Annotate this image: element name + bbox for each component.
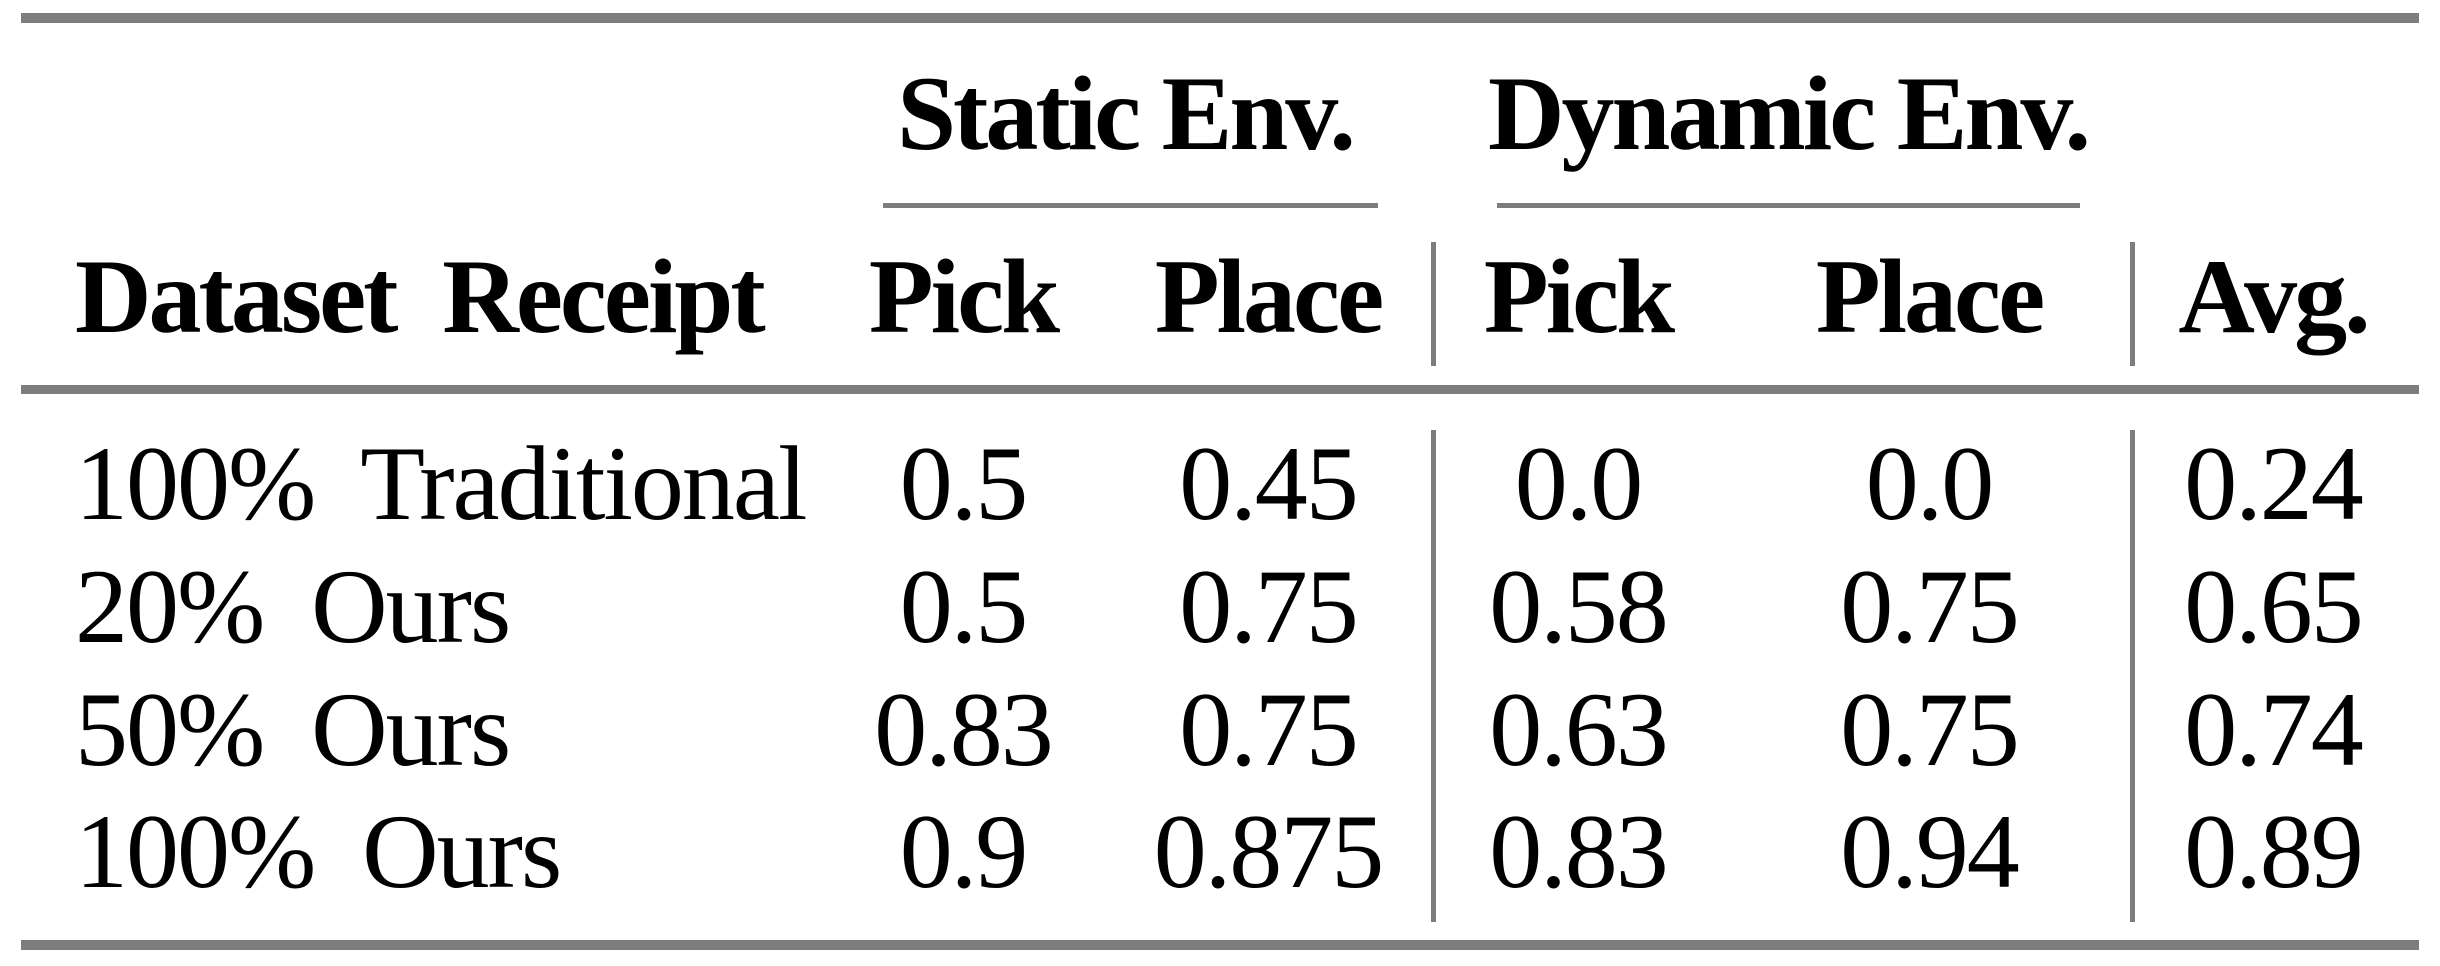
table-cell: 0.75 [1840,671,2019,788]
col-header-static-place: Place [1154,238,1384,355]
top-rule [21,13,2419,23]
table-cell: 0.65 [2184,548,2363,665]
table-cell: 0.24 [2184,425,2363,542]
static-env-cmidrule [883,203,1378,208]
table-cell: 0.75 [1179,548,1358,665]
col-header-dataset-receipt: Dataset Receipt [75,238,766,355]
vertical-separator-1-header [1431,242,1436,366]
group-header-static-env: Static Env. [897,55,1356,172]
group-header-dynamic-env: Dynamic Env. [1487,55,2091,172]
row-label: 20% Ours [75,548,511,665]
table-cell: 0.9 [899,793,1028,910]
table-cell: 0.83 [1489,793,1668,910]
table-cell: 0.58 [1489,548,1668,665]
row-label: 50% Ours [75,671,511,788]
header-bottom-rule [21,385,2419,394]
table-cell: 0.75 [1840,548,2019,665]
dynamic-env-cmidrule [1497,203,2080,208]
vertical-separator-2-body [2130,430,2135,922]
table-cell: 0.875 [1153,793,1384,910]
table-cell: 0.75 [1179,671,1358,788]
table-cell: 0.89 [2184,793,2363,910]
col-header-static-pick: Pick [868,238,1060,355]
table-cell: 0.63 [1489,671,1668,788]
table-cell: 0.5 [899,425,1028,542]
row-label: 100% Traditional [75,425,807,542]
table-cell: 0.0 [1865,425,1994,542]
col-header-avg: Avg. [2178,238,2370,355]
col-header-dynamic-pick: Pick [1483,238,1675,355]
bottom-rule [21,940,2419,950]
vertical-separator-1-body [1431,430,1436,922]
table-cell: 0.94 [1840,793,2019,910]
table-cell: 0.45 [1179,425,1358,542]
table-cell: 0.74 [2184,671,2363,788]
vertical-separator-2-header [2130,242,2135,366]
table-cell: 0.83 [874,671,1053,788]
table-cell: 0.5 [899,548,1028,665]
col-header-dynamic-place: Place [1815,238,2045,355]
row-label: 100% Ours [75,793,562,910]
table-cell: 0.0 [1514,425,1643,542]
